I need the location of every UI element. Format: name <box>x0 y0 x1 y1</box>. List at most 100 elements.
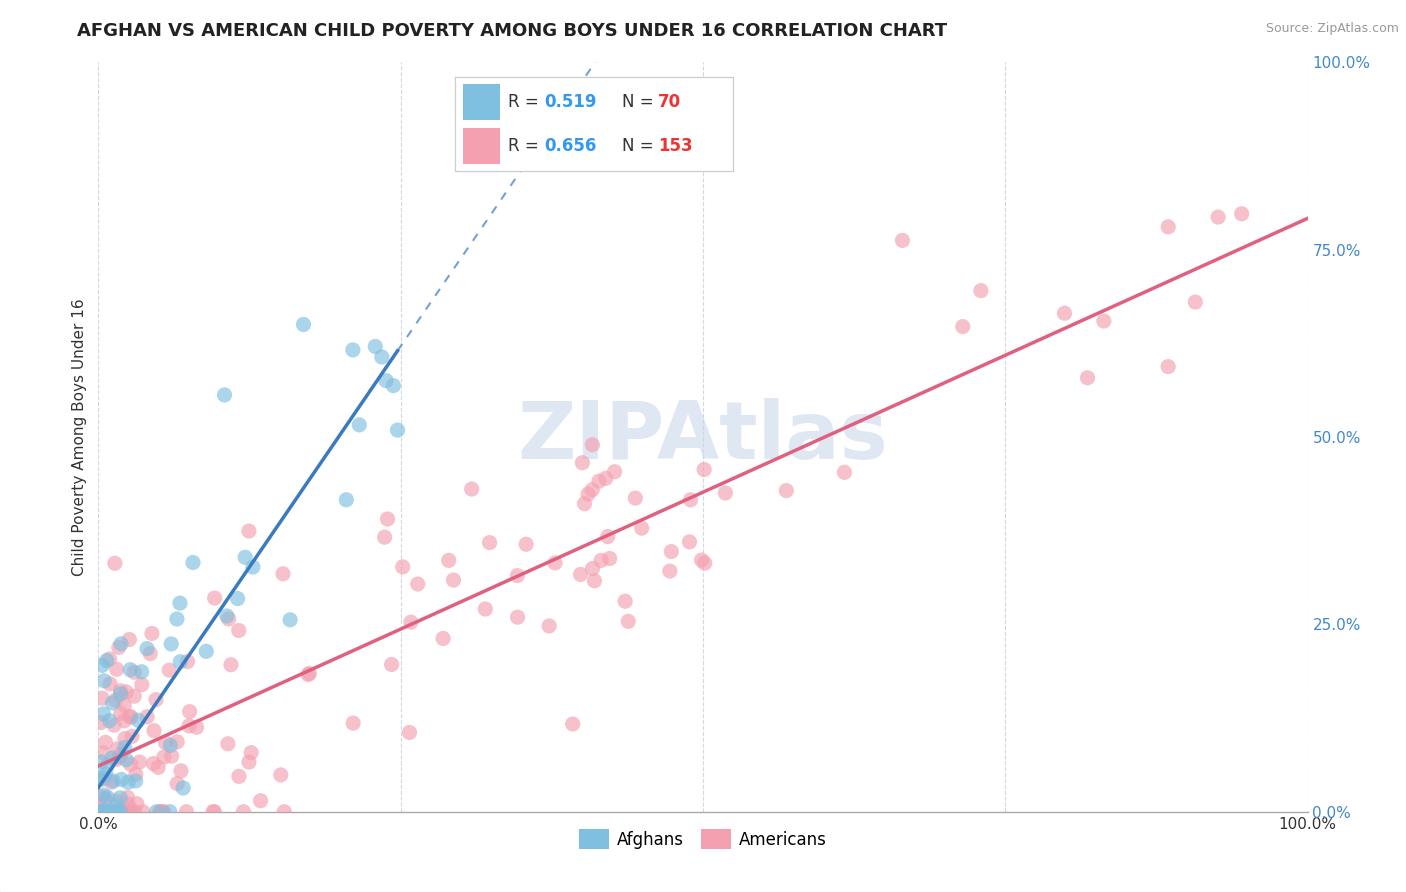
Point <box>399 615 422 629</box>
Point <box>139 647 162 661</box>
Point <box>571 456 593 470</box>
Point <box>124 805 146 819</box>
Point <box>1157 359 1180 374</box>
Point <box>297 667 319 681</box>
Point <box>100 805 122 819</box>
Point <box>292 318 315 332</box>
Point <box>233 550 256 565</box>
Point <box>474 602 496 616</box>
Point <box>617 615 640 629</box>
Point <box>166 612 188 626</box>
Point <box>159 805 181 819</box>
Point <box>110 772 132 787</box>
Point <box>136 710 159 724</box>
Point <box>136 641 159 656</box>
Point <box>112 698 135 713</box>
Point <box>775 483 797 498</box>
Point <box>217 737 239 751</box>
Point <box>110 805 132 819</box>
Point <box>201 805 224 819</box>
Point <box>166 776 188 790</box>
Point <box>104 805 127 819</box>
Point <box>91 706 114 721</box>
Point <box>118 709 141 723</box>
Point <box>952 319 974 334</box>
Point <box>103 805 125 819</box>
Point <box>107 640 129 655</box>
Point <box>98 652 121 666</box>
Point <box>152 805 174 819</box>
Point <box>335 492 357 507</box>
Point <box>120 663 142 677</box>
Point <box>108 790 131 805</box>
Point <box>155 736 177 750</box>
Text: Source: ZipAtlas.com: Source: ZipAtlas.com <box>1265 22 1399 36</box>
Point <box>478 535 501 549</box>
Point <box>581 483 603 497</box>
Point <box>204 591 226 606</box>
Point <box>89 771 111 785</box>
Point <box>141 626 163 640</box>
Point <box>114 731 136 746</box>
Point <box>96 758 118 772</box>
Point <box>342 343 364 357</box>
Point <box>125 767 148 781</box>
Point <box>98 677 121 691</box>
Point <box>690 553 713 567</box>
Point <box>110 706 132 721</box>
Point <box>159 739 181 753</box>
Point <box>591 553 613 567</box>
Point <box>515 537 537 551</box>
Point <box>273 805 295 819</box>
Point <box>179 705 201 719</box>
Point <box>630 521 652 535</box>
Point <box>970 284 993 298</box>
Point <box>118 632 141 647</box>
Point <box>226 591 249 606</box>
Point <box>678 534 700 549</box>
Point <box>659 544 682 558</box>
Point <box>391 559 413 574</box>
Point <box>195 644 218 658</box>
Point <box>91 805 114 819</box>
Point <box>94 792 117 806</box>
Point <box>122 689 145 703</box>
Point <box>1076 371 1098 385</box>
Point <box>218 612 240 626</box>
Point <box>124 774 146 789</box>
Point <box>89 805 111 819</box>
Point <box>145 805 167 819</box>
Point <box>131 665 153 679</box>
Point <box>1157 219 1180 234</box>
Point <box>110 637 132 651</box>
Point <box>278 613 301 627</box>
Point <box>624 491 647 505</box>
Point <box>118 805 141 819</box>
Point <box>142 756 165 771</box>
Point <box>105 742 128 756</box>
Point <box>377 512 399 526</box>
Point <box>506 610 529 624</box>
Point <box>112 714 135 728</box>
Point <box>131 678 153 692</box>
Point <box>581 561 603 575</box>
Point <box>105 752 128 766</box>
Point <box>91 805 114 819</box>
Point <box>1053 306 1076 320</box>
Point <box>105 794 128 808</box>
Point <box>117 790 139 805</box>
Point <box>177 719 200 733</box>
Point <box>387 423 409 437</box>
Point <box>117 797 139 812</box>
Point <box>1206 210 1229 224</box>
Point <box>110 683 132 698</box>
Point <box>891 233 914 247</box>
Point <box>186 720 208 734</box>
Point <box>117 803 139 817</box>
Point <box>298 666 321 681</box>
Text: AFGHAN VS AMERICAN CHILD POVERTY AMONG BOYS UNDER 16 CORRELATION CHART: AFGHAN VS AMERICAN CHILD POVERTY AMONG B… <box>77 22 948 40</box>
Point <box>91 805 114 819</box>
Point <box>232 805 254 819</box>
Point <box>398 725 420 739</box>
Point <box>1092 314 1115 328</box>
